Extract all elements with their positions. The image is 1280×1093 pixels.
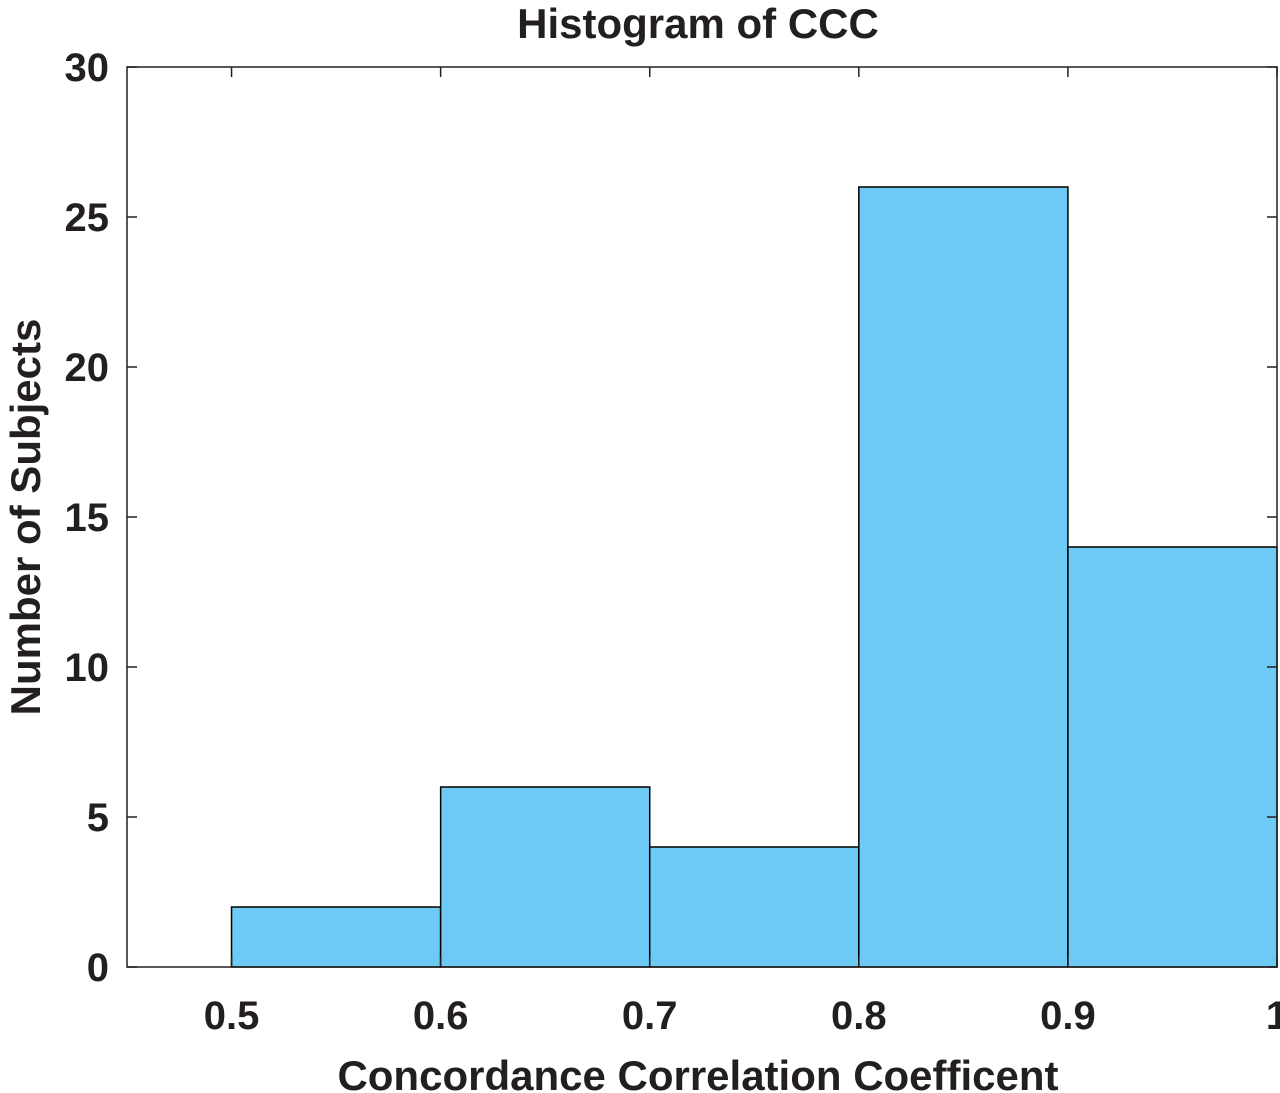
histogram-bar-3 bbox=[648, 846, 860, 968]
y-tick-label-1: 0 bbox=[87, 946, 109, 990]
y-tick-label-2: 5 bbox=[87, 796, 109, 840]
x-tick-label-5: 0.9 bbox=[1040, 994, 1096, 1038]
ticks-group bbox=[127, 66, 1278, 968]
histogram-bar-5 bbox=[1067, 546, 1278, 968]
histogram-bar-2 bbox=[439, 786, 651, 968]
y-tick-label-5: 20 bbox=[65, 346, 110, 390]
x-tick-label-3: 0.7 bbox=[622, 994, 678, 1038]
y-tick-label-6: 25 bbox=[65, 196, 110, 240]
y-axis-label: Number of Subjects bbox=[2, 319, 49, 716]
x-tick-label-4: 0.8 bbox=[831, 994, 887, 1038]
x-tick-label-6: 1 bbox=[1266, 994, 1280, 1038]
x-tick-label-2: 0.6 bbox=[413, 994, 469, 1038]
histogram-bar-1 bbox=[230, 906, 442, 968]
bars-group bbox=[230, 186, 1278, 968]
histogram-bar-4 bbox=[858, 186, 1069, 968]
x-tick-label-1: 0.5 bbox=[204, 994, 260, 1038]
x-axis-label: Concordance Correlation Coefficent bbox=[337, 1052, 1058, 1093]
y-tick-label-7: 30 bbox=[65, 46, 110, 90]
y-tick-label-4: 15 bbox=[65, 496, 110, 540]
y-tick-label-3: 10 bbox=[65, 646, 110, 690]
chart-title: Histogram of CCC bbox=[517, 0, 879, 47]
